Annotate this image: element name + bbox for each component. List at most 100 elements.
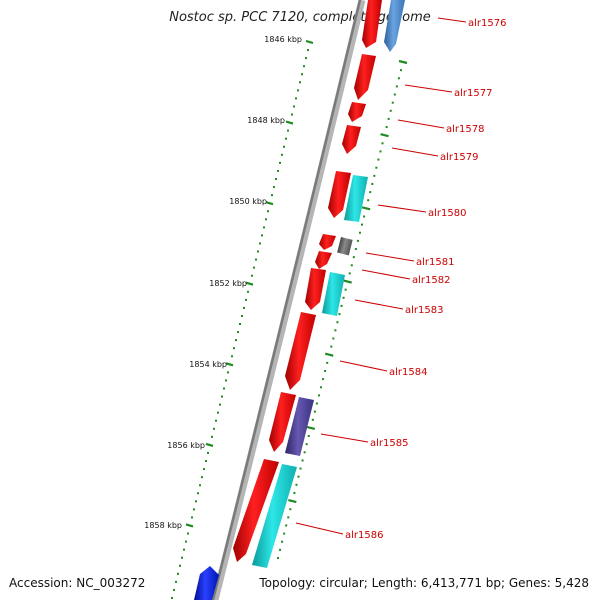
tick-major: [306, 425, 316, 430]
tick-minor: [393, 93, 396, 96]
cds-arrow[interactable]: [342, 125, 361, 154]
tick-minor: [175, 580, 177, 583]
tick-minor: [377, 158, 380, 161]
cds-arrow[interactable]: [319, 234, 336, 250]
tick-minor: [239, 323, 241, 326]
cds-arrow[interactable]: [354, 54, 376, 100]
gene-label-alr1580[interactable]: alr1580: [428, 208, 466, 219]
cds-arrow[interactable]: [328, 171, 351, 218]
tick-label: 1846 kbp: [264, 35, 302, 44]
gene-label-alr1577[interactable]: alr1577: [454, 88, 492, 99]
genome-summary-text: Topology: circular; Length: 6,413,771 bp…: [259, 576, 589, 590]
cds-arrow[interactable]: [285, 312, 316, 390]
tick-minor: [261, 234, 263, 237]
tick-minor: [187, 532, 189, 535]
tick-minor: [311, 418, 314, 421]
leader-line: [391, 147, 439, 157]
gene-label-alr1583[interactable]: alr1583: [405, 305, 443, 316]
tick-minor: [265, 218, 267, 221]
tick-minor: [199, 484, 201, 487]
leader-line: [361, 269, 411, 280]
tick-minor: [301, 73, 303, 76]
leader-line: [320, 433, 369, 443]
tick-minor: [399, 69, 402, 72]
tick-major: [245, 281, 254, 286]
tick-minor: [295, 97, 297, 100]
tick-minor: [293, 105, 295, 108]
cds-arrow[interactable]: [315, 251, 332, 269]
tick-minor: [259, 242, 261, 245]
tick-minor: [334, 329, 337, 332]
leader-line: [339, 360, 388, 372]
cds-arrow[interactable]: [362, 0, 382, 48]
tick-minor: [317, 394, 320, 397]
tick-minor: [221, 395, 223, 398]
tick-minor: [389, 109, 392, 112]
tick-major: [380, 133, 389, 138]
tick-minor: [287, 516, 290, 519]
tick-major: [361, 206, 371, 211]
tick-minor: [211, 435, 213, 438]
cds-arrow[interactable]: [269, 392, 296, 452]
tick-minor: [395, 85, 398, 88]
tick-minor: [350, 264, 353, 267]
tick-minor: [305, 57, 307, 60]
gene-label-alr1586[interactable]: alr1586: [345, 530, 383, 541]
gene-labels[interactable]: alr1576 alr1577 alr1578 alr1579 alr1580 alr15…: [345, 18, 506, 541]
cds-arrow[interactable]: [322, 272, 345, 316]
tick-minor: [336, 321, 339, 324]
gene-label-alr1585[interactable]: alr1585: [370, 438, 408, 449]
gene-label-alr1576[interactable]: alr1576: [468, 18, 506, 29]
gene-label-alr1584[interactable]: alr1584: [389, 367, 427, 378]
leader-line: [377, 204, 427, 213]
tick-minor: [285, 524, 288, 527]
cds-arrow[interactable]: [285, 397, 314, 456]
tick-minor: [303, 451, 306, 454]
gene-label-alr1582[interactable]: alr1582: [412, 275, 450, 286]
tick-minor: [241, 314, 243, 317]
tick-minor: [277, 169, 279, 172]
cds-gray[interactable]: [337, 237, 353, 256]
tick-minor: [315, 402, 318, 405]
tick-minor: [303, 65, 305, 68]
tick-minor: [285, 137, 287, 140]
tick-minor: [299, 467, 302, 470]
gene-features[interactable]: [194, 0, 405, 600]
cds-arrow[interactable]: [233, 459, 279, 562]
gene-label-alr1581[interactable]: alr1581: [416, 257, 454, 268]
tick-minor: [191, 516, 193, 519]
tick-label: 1856 kbp: [167, 441, 205, 450]
tick-minor: [326, 361, 329, 364]
tick-minor: [363, 215, 366, 218]
tick-minor: [203, 468, 205, 471]
tick-minor: [354, 248, 357, 251]
tick-minor: [385, 126, 388, 129]
tick-labels: 1846 kbp 1848 kbp 1850 kbp 1852 kbp 1854 kbp…: [144, 35, 302, 530]
tick-minor: [313, 410, 316, 413]
tick-minor: [307, 49, 309, 52]
cds-arrow[interactable]: [384, 0, 405, 52]
tick-major: [324, 352, 334, 357]
tick-major: [225, 362, 234, 367]
leader-line: [404, 84, 453, 93]
tick-major: [398, 59, 408, 65]
gene-label-alr1578[interactable]: alr1578: [446, 124, 484, 135]
gene-label-alr1579[interactable]: alr1579: [440, 152, 478, 163]
tick-minor: [295, 483, 298, 486]
tick-minor: [324, 369, 327, 372]
cds-arrow[interactable]: [344, 175, 368, 222]
tick-minor: [213, 427, 215, 430]
cds-arrow[interactable]: [252, 464, 297, 568]
tick-minor: [275, 177, 277, 180]
tick-minor: [279, 548, 282, 551]
tick-minor: [201, 476, 203, 479]
tick-minor: [233, 347, 235, 350]
tick-minor: [379, 150, 382, 153]
cds-arrow[interactable]: [305, 268, 326, 310]
tick-minor: [245, 298, 247, 301]
tick-minor: [358, 231, 361, 234]
cds-arrow[interactable]: [348, 102, 366, 122]
cds-arrow[interactable]: [194, 566, 219, 600]
